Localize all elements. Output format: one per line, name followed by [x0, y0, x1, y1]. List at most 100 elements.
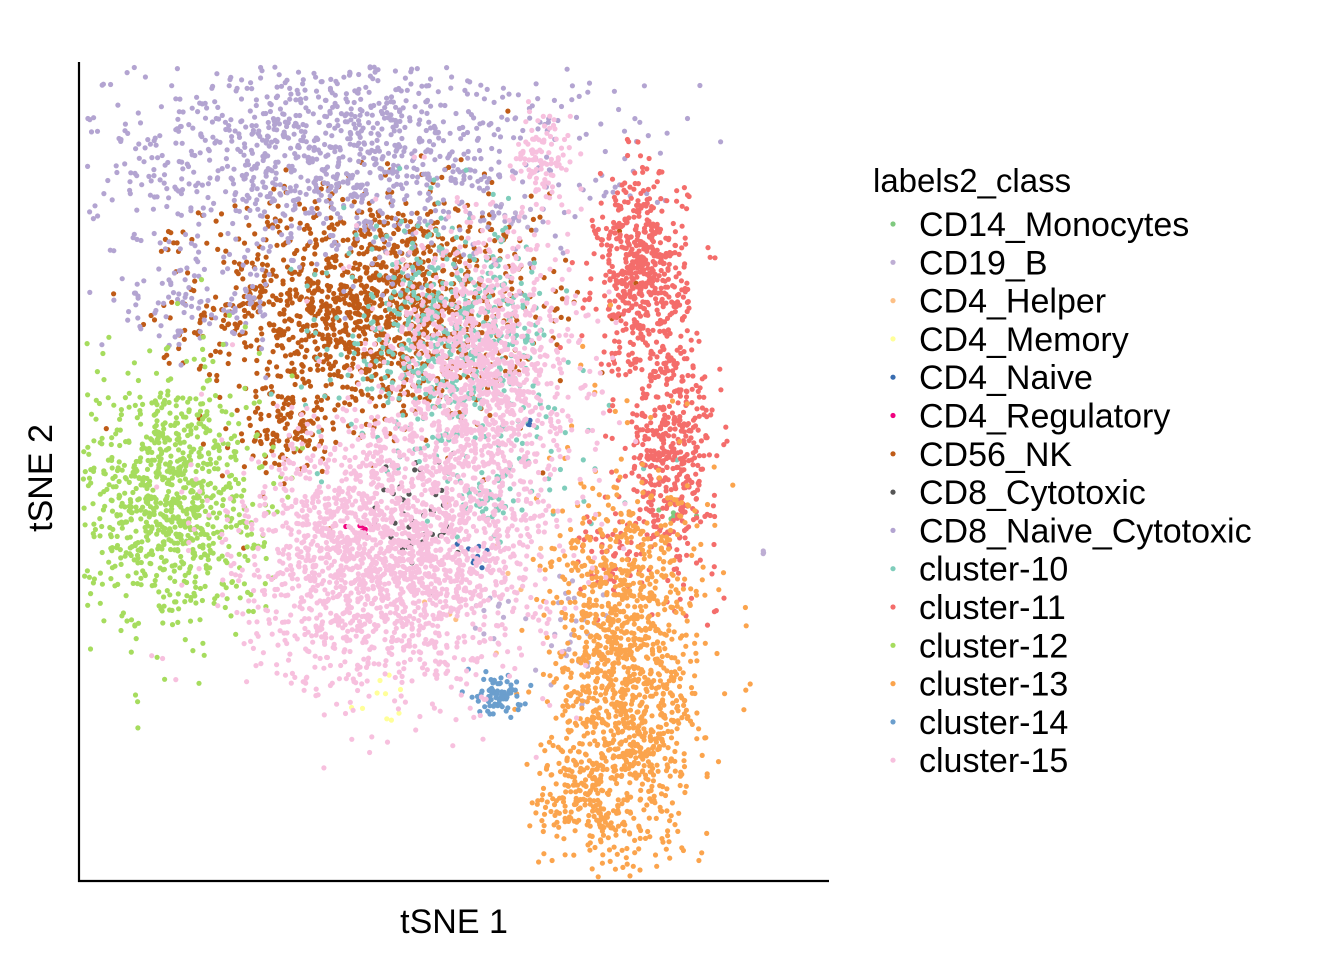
data-point	[218, 232, 224, 238]
data-point	[361, 141, 368, 147]
data-point	[156, 440, 162, 446]
data-point	[527, 206, 534, 212]
data-point	[228, 117, 234, 123]
data-point	[533, 667, 539, 673]
data-point	[193, 183, 199, 189]
data-point	[235, 146, 241, 152]
data-point	[204, 240, 210, 246]
data-point	[352, 320, 358, 326]
data-point	[133, 636, 139, 642]
data-point	[219, 473, 225, 479]
data-point	[648, 476, 654, 482]
data-point	[569, 83, 576, 89]
data-point	[146, 173, 152, 179]
data-point	[589, 548, 595, 555]
data-point	[150, 206, 156, 212]
data-point	[409, 173, 416, 180]
data-point	[471, 156, 478, 162]
data-point	[404, 193, 410, 199]
data-point	[562, 485, 568, 491]
data-point	[310, 111, 316, 117]
data-point	[390, 281, 396, 287]
data-point	[663, 488, 669, 494]
data-point	[619, 268, 625, 274]
data-point	[398, 292, 404, 298]
data-point	[425, 175, 431, 181]
data-point	[284, 298, 290, 304]
data-point	[266, 299, 272, 305]
data-point	[397, 249, 403, 255]
data-point	[583, 529, 589, 535]
data-point	[701, 453, 707, 459]
data-point	[484, 86, 490, 92]
data-point	[278, 373, 284, 379]
data-point	[395, 211, 401, 217]
data-point	[606, 362, 612, 368]
data-point	[545, 404, 552, 410]
data-point	[358, 388, 364, 394]
data-point	[409, 240, 416, 246]
data-point	[344, 363, 350, 369]
data-point	[159, 280, 165, 286]
data-point	[331, 206, 337, 212]
data-point	[609, 176, 616, 182]
data-point	[285, 326, 291, 332]
data-point	[684, 192, 691, 198]
data-point	[533, 227, 539, 233]
data-point	[380, 403, 387, 409]
data-point	[196, 221, 202, 227]
data-point	[398, 305, 404, 311]
data-point	[509, 286, 515, 292]
data-point	[187, 423, 193, 429]
data-point	[188, 205, 194, 211]
data-point	[558, 103, 565, 110]
data-point	[209, 119, 215, 125]
data-point	[193, 584, 199, 590]
data-point	[265, 119, 271, 126]
data-point	[250, 127, 256, 134]
data-point	[156, 333, 162, 339]
data-point	[654, 307, 660, 313]
data-point	[500, 227, 506, 233]
data-point	[292, 202, 298, 208]
data-point	[331, 372, 337, 378]
data-point	[632, 463, 638, 469]
data-point	[208, 207, 214, 213]
data-point	[172, 334, 178, 340]
data-point	[415, 416, 421, 422]
data-point	[662, 370, 668, 376]
data-point	[324, 282, 330, 289]
data-point	[176, 158, 182, 165]
data-point	[650, 239, 657, 245]
data-point	[328, 263, 334, 269]
data-point	[538, 545, 544, 552]
data-point	[334, 221, 341, 227]
data-point	[325, 314, 331, 321]
data-point	[166, 277, 172, 283]
data-point	[600, 254, 606, 260]
data-point	[110, 526, 116, 533]
data-point	[297, 189, 303, 196]
data-point	[319, 270, 325, 276]
data-point	[518, 275, 524, 281]
data-point	[270, 301, 276, 308]
data-point	[350, 265, 356, 271]
data-point	[157, 133, 163, 139]
data-point	[701, 412, 707, 418]
data-point	[344, 119, 350, 125]
data-point	[340, 154, 346, 160]
data-point	[414, 166, 420, 173]
data-point	[274, 335, 280, 341]
data-point	[204, 303, 210, 309]
data-point	[381, 115, 388, 121]
data-point	[354, 169, 360, 175]
data-point	[284, 421, 290, 427]
data-point	[242, 313, 248, 319]
data-point	[372, 274, 378, 281]
data-point	[488, 166, 494, 172]
data-point	[295, 91, 301, 97]
data-point	[196, 305, 202, 311]
data-point	[229, 134, 235, 140]
data-point	[403, 200, 409, 206]
